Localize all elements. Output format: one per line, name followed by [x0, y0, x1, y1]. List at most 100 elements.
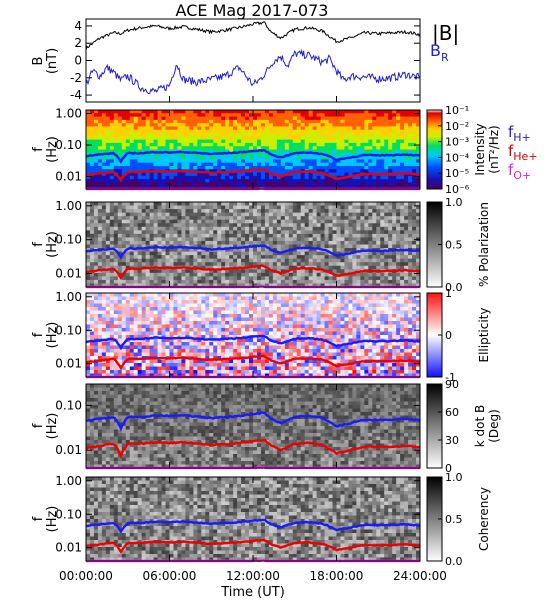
spectro-cell [93, 123, 99, 127]
spectro-cell [296, 165, 302, 170]
spectro-cell [380, 303, 385, 308]
spectro-cell [372, 300, 377, 304]
spectro-cell [101, 209, 107, 214]
spectro-cell [256, 165, 262, 170]
spectro-cell [268, 175, 274, 180]
spectro-cell [209, 113, 214, 117]
spectro-cell [169, 248, 174, 252]
spectro-cell [133, 226, 139, 231]
spectro-cell [189, 116, 194, 121]
spectro-cell [320, 283, 325, 288]
spectro-cell [324, 162, 329, 167]
spectro-cell [209, 202, 214, 206]
spectro-cell [225, 165, 230, 170]
spectro-cell [113, 307, 119, 311]
spectro-cell [288, 265, 294, 270]
spectro-cell [336, 310, 341, 315]
spectro-cell [201, 159, 206, 164]
spectro-cell [209, 139, 214, 144]
spectro-cell [181, 162, 186, 167]
spectro-cell [145, 223, 151, 228]
spectro-cell [316, 272, 321, 277]
spectro-cell [308, 119, 314, 124]
spectro-cell [125, 251, 131, 256]
spectro-cell [320, 300, 325, 304]
spectro-cell [141, 240, 147, 245]
spectro-cell [157, 258, 162, 263]
spectro-cell [400, 175, 405, 180]
spectro-cell [121, 216, 127, 221]
spectro-cell [101, 182, 107, 187]
spectro-cell [352, 276, 357, 281]
spectro-cell [253, 172, 258, 177]
spectro-cell [97, 202, 103, 206]
spectro-cell [308, 269, 314, 274]
spectro-cell [233, 146, 238, 150]
spectro-cell [86, 226, 91, 231]
spectro-cell [197, 293, 202, 297]
spectro-cell [328, 182, 333, 187]
spectro-cell [97, 113, 103, 117]
spectro-cell [133, 110, 139, 114]
spectro-cell [153, 146, 158, 150]
spectro-cell [209, 314, 214, 318]
spectro-cell [89, 133, 95, 137]
spectro-cell [316, 209, 321, 214]
spectro-cell [161, 179, 166, 183]
colorbar-tick-label: 10⁻⁴ [445, 151, 470, 164]
spectro-cell [268, 310, 274, 315]
spectro-cell [412, 185, 417, 190]
spectro-cell [197, 296, 202, 301]
spectro-cell [416, 279, 421, 284]
spectro-cell [400, 262, 405, 267]
spectro-cell [280, 262, 286, 267]
spectro-cell [109, 248, 115, 252]
spectro-cell [364, 165, 369, 170]
spectro-cell [400, 258, 405, 263]
spectro-cell [117, 258, 123, 263]
spectro-cell [161, 255, 166, 260]
spectro-cell [137, 300, 143, 304]
spectro-cell [113, 262, 119, 267]
spectro-cell [344, 179, 349, 183]
spectro-cell [161, 139, 166, 144]
spectro-cell [356, 209, 361, 214]
spectro-cell [205, 185, 210, 190]
spectro-cell [133, 223, 139, 228]
spectro-cell [400, 209, 405, 214]
spectro-cell [276, 300, 282, 304]
spectro-cell [384, 321, 389, 325]
spectro-cell [201, 317, 206, 322]
spectro-cell [404, 324, 409, 329]
spectro-cell [97, 283, 103, 288]
spectro-cell [145, 328, 151, 332]
spectro-cell [336, 142, 341, 147]
spectro-cell [328, 179, 333, 183]
spectro-cell [264, 142, 270, 147]
spectro-cell [392, 237, 397, 242]
spectro-cell [296, 324, 302, 329]
spectro-cell [340, 223, 345, 228]
spectro-cell [253, 123, 258, 127]
spectro-cell [141, 123, 147, 127]
spectro-cell [388, 175, 393, 180]
spectro-cell [352, 146, 357, 150]
spectro-cell [169, 202, 174, 206]
spectro-cell [225, 279, 230, 284]
spectro-cell [185, 223, 190, 228]
spectro-cell [416, 314, 421, 318]
spectro-cell [193, 185, 198, 190]
spectro-cell [201, 310, 206, 315]
spectro-cell [276, 237, 282, 242]
spectro-cell [97, 251, 103, 256]
spectro-cell [133, 233, 139, 238]
spectro-cell [324, 156, 329, 160]
spectro-cell [245, 223, 250, 228]
spectro-cell [332, 126, 337, 131]
spectro-cell [280, 276, 286, 281]
spectro-cell [189, 293, 194, 297]
spectro-cell [189, 321, 194, 325]
spectro-cell [193, 142, 198, 147]
spectro-cell [328, 185, 333, 190]
spectro-cell [217, 216, 222, 221]
